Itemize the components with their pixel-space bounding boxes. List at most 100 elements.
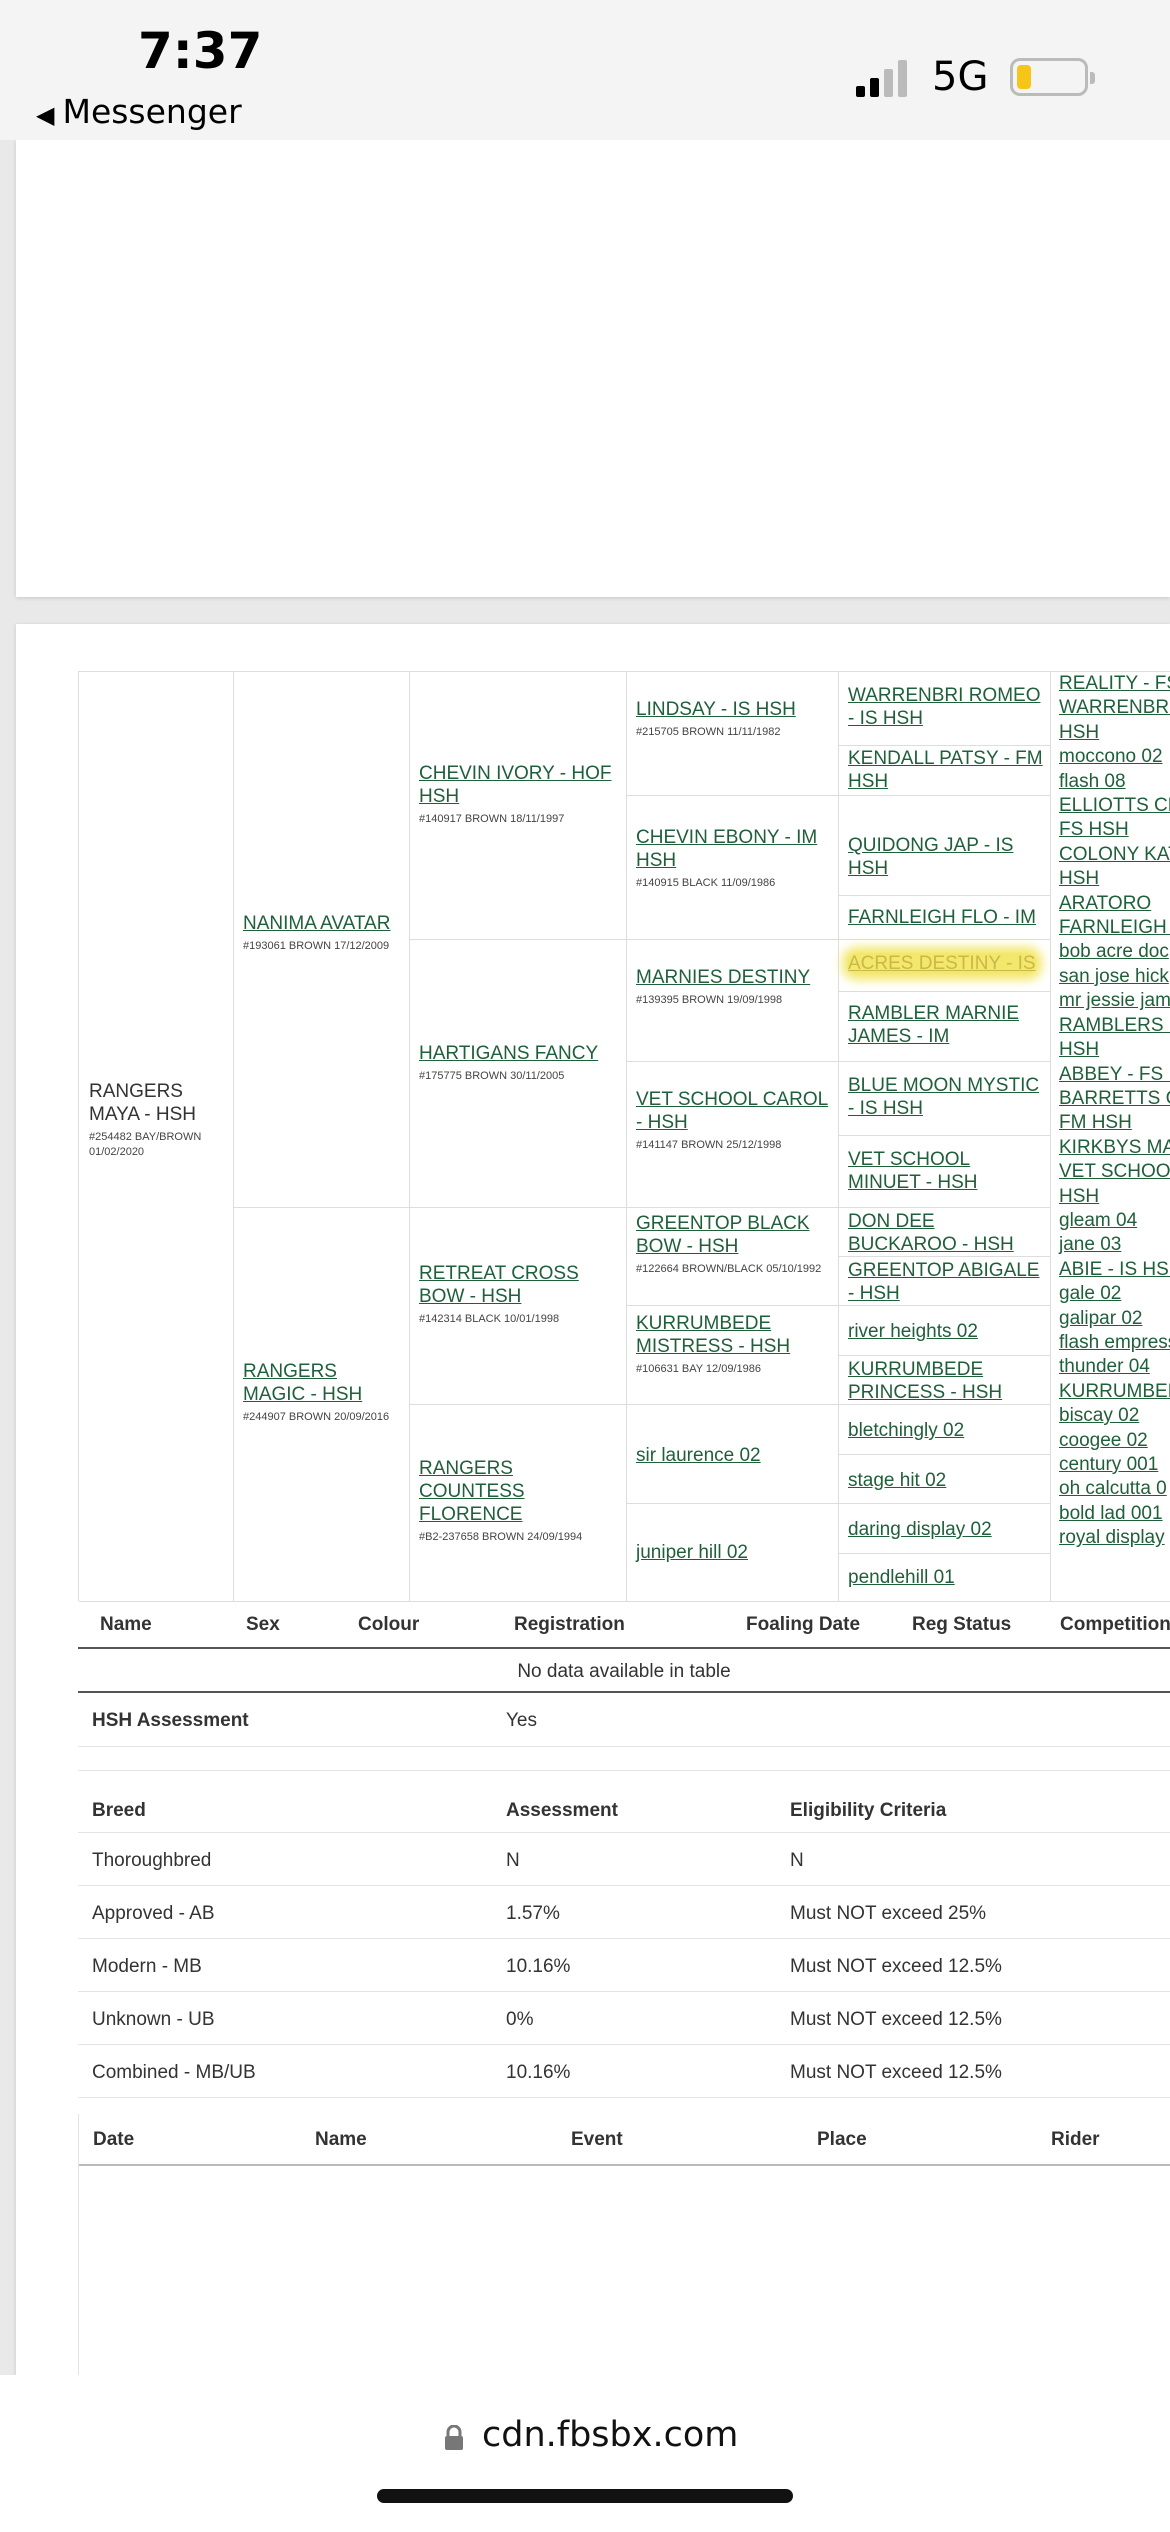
gen4-link[interactable]: QUIDONG JAP - IS HSH: [848, 835, 1014, 879]
url-text[interactable]: cdn.fbsbx.com: [482, 2415, 739, 2455]
gen5-link[interactable]: thunder 04: [1059, 1356, 1150, 1378]
pedigree-gen4-cell: VET SCHOOL MINUET - HSH: [839, 1136, 1051, 1208]
col-competition[interactable]: Competition: [1060, 1614, 1170, 1635]
gen4-link[interactable]: WARRENBRI ROMEO - IS HSH: [848, 685, 1041, 729]
battery-icon: [1010, 58, 1095, 96]
breed-name: Modern - MB: [92, 1956, 202, 1977]
pedigree-gen3-cell: LINDSAY - IS HSH #215705 BROWN 11/11/1982: [627, 672, 839, 796]
back-to-app-link[interactable]: ◀ Messenger: [36, 92, 242, 131]
gen4-link[interactable]: GREENTOP ABIGALE - HSH: [848, 1260, 1040, 1304]
gen5-link[interactable]: coogee 02: [1059, 1429, 1148, 1451]
gen5-link[interactable]: flash 08: [1059, 770, 1126, 792]
gen5-link[interactable]: HSH: [1059, 1185, 1100, 1207]
lock-icon: [445, 2425, 463, 2450]
gen4-link[interactable]: river heights 02: [848, 1321, 978, 1342]
gen5-link[interactable]: century 001: [1059, 1454, 1159, 1475]
subject-info: #254482 BAY/BROWN 01/02/2020: [89, 1131, 202, 1158]
col-result-name[interactable]: Name: [315, 2129, 367, 2150]
gen5-link[interactable]: moccono 02: [1059, 746, 1163, 768]
gen4-link[interactable]: DON DEE BUCKAROO - HSH: [848, 1211, 1014, 1255]
gen4-link[interactable]: KENDALL PATSY - FM HSH: [848, 748, 1043, 792]
gen5-link[interactable]: HSH: [1059, 1039, 1100, 1061]
gen4-link[interactable]: BLUE MOON MYSTIC - IS HSH: [848, 1075, 1040, 1119]
cellular-signal-icon: [856, 60, 907, 97]
gen2-link[interactable]: RETREAT CROSS BOW - HSH: [419, 1263, 579, 1307]
col-place[interactable]: Place: [817, 2129, 867, 2150]
col-event[interactable]: Event: [571, 2129, 623, 2150]
gen5-link[interactable]: FS HSH: [1059, 819, 1129, 841]
horse-details-panel: RANGERS MAYA - HSH #254482 BAY/BROWN 01/…: [16, 624, 1170, 2375]
gen2-link[interactable]: HARTIGANS FANCY: [419, 1043, 599, 1064]
col-sex[interactable]: Sex: [246, 1614, 280, 1635]
gen4-link-highlighted[interactable]: ACRES DESTINY - IS: [848, 953, 1036, 974]
col-date[interactable]: Date: [93, 2129, 135, 2150]
gen2-info: #142314 BLACK 10/01/1998: [419, 1313, 560, 1325]
status-time: 7:37: [138, 22, 263, 80]
gen5-link[interactable]: jane 03: [1059, 1234, 1122, 1256]
dam-link[interactable]: RANGERS MAGIC - HSH: [243, 1361, 363, 1405]
col-assessment: Assessment: [506, 1800, 618, 1821]
gen5-link[interactable]: gale 02: [1059, 1283, 1122, 1305]
browser-url-bar[interactable]: cdn.fbsbx.com: [0, 2375, 1170, 2532]
gen5-link[interactable]: VET SCHOOL: [1059, 1161, 1170, 1183]
gen3-link[interactable]: GREENTOP BLACK BOW - HSH: [636, 1213, 810, 1257]
col-rider[interactable]: Rider: [1051, 2129, 1100, 2150]
gen5-link[interactable]: bold lad 001: [1059, 1502, 1163, 1524]
col-colour[interactable]: Colour: [358, 1614, 420, 1635]
gen4-link[interactable]: KURRUMBEDE PRINCESS - HSH: [848, 1359, 1003, 1403]
gen5-link[interactable]: KURRUMBED: [1059, 1380, 1170, 1402]
gen2-link[interactable]: CHEVIN IVORY - HOF HSH: [419, 763, 612, 807]
gen4-link[interactable]: FARNLEIGH FLO - IM: [848, 907, 1036, 928]
gen5-link[interactable]: ABIE - IS HSH: [1059, 1258, 1170, 1280]
gen3-link[interactable]: LINDSAY - IS HSH: [636, 699, 796, 720]
sire-link[interactable]: NANIMA AVATAR: [243, 913, 391, 934]
gen5-link[interactable]: ELLIOTTS CRE: [1059, 795, 1170, 817]
breed-row: Combined - MB/UB 10.16% Must NOT exceed …: [78, 2045, 1170, 2098]
gen5-link[interactable]: ABBEY - FS H: [1059, 1063, 1170, 1085]
gen5-link[interactable]: BARRETTS CR: [1059, 1087, 1170, 1109]
gen3-link[interactable]: CHEVIN EBONY - IM HSH: [636, 827, 818, 871]
gen5-link[interactable]: FM HSH: [1059, 1112, 1132, 1134]
col-registration[interactable]: Registration: [514, 1614, 625, 1635]
col-foaling-date[interactable]: Foaling Date: [746, 1614, 861, 1635]
gen4-link[interactable]: daring display 02: [848, 1519, 992, 1540]
gen5-link[interactable]: flash empress: [1059, 1331, 1170, 1353]
pedigree-dam: RANGERS MAGIC - HSH #244907 BROWN 20/09/…: [234, 1208, 410, 1602]
gen5-link[interactable]: WARRENBRI: [1059, 697, 1170, 719]
home-indicator[interactable]: [377, 2489, 793, 2503]
gen5-link[interactable]: HSH: [1059, 868, 1100, 890]
gen5-link[interactable]: biscay 02: [1059, 1405, 1140, 1427]
gen3-link[interactable]: VET SCHOOL CAROL - HSH: [636, 1089, 829, 1133]
gen5-link[interactable]: HSH: [1059, 721, 1100, 743]
gen5-link[interactable]: royal display: [1059, 1527, 1165, 1549]
gen5-link[interactable]: bob acre doc: [1059, 941, 1169, 963]
gen2-link[interactable]: RANGERS COUNTESS FLORENCE: [419, 1458, 525, 1525]
gen5-link[interactable]: FARNLEIGH T: [1059, 917, 1170, 939]
gen5-link[interactable]: RAMBLERS M: [1059, 1014, 1170, 1036]
pedigree-gen4-cell: WARRENBRI ROMEO - IS HSH: [839, 672, 1051, 746]
gen5-link[interactable]: san jose hick: [1059, 965, 1169, 987]
gen5-link[interactable]: mr jessie jam: [1059, 990, 1170, 1012]
web-content[interactable]: RANGERS MAYA - HSH #254482 BAY/BROWN 01/…: [0, 140, 1170, 2375]
col-name[interactable]: Name: [100, 1614, 152, 1635]
gen5-link[interactable]: KIRKBYS MAJ: [1059, 1136, 1170, 1158]
gen4-link[interactable]: bletchingly 02: [848, 1420, 965, 1441]
status-bar: 7:37 ◀ Messenger 5G: [0, 0, 1170, 140]
gen4-link[interactable]: RAMBLER MARNIE JAMES - IM: [848, 1003, 1020, 1047]
gen5-link[interactable]: COLONY KAT: [1059, 843, 1170, 865]
gen3-link[interactable]: juniper hill 02: [636, 1542, 748, 1563]
gen5-link[interactable]: oh calcutta 0: [1059, 1478, 1167, 1500]
gen5-link[interactable]: ARATORO: [1059, 892, 1152, 914]
gen5-link[interactable]: gleam 04: [1059, 1209, 1138, 1231]
gen5-link[interactable]: REALITY - FS: [1059, 673, 1170, 694]
gen4-link[interactable]: stage hit 02: [848, 1470, 947, 1491]
gen3-link[interactable]: KURRUMBEDE MISTRESS - HSH: [636, 1313, 791, 1357]
gen4-link[interactable]: pendlehill 01: [848, 1567, 955, 1588]
gen5-link[interactable]: galipar 02: [1059, 1307, 1143, 1329]
pedigree-sire: NANIMA AVATAR #193061 BROWN 17/12/2009: [234, 672, 410, 1208]
back-triangle-icon: ◀: [36, 101, 55, 129]
col-reg-status[interactable]: Reg Status: [912, 1614, 1012, 1635]
gen3-link[interactable]: sir laurence 02: [636, 1445, 761, 1466]
gen3-link[interactable]: MARNIES DESTINY: [636, 967, 811, 988]
gen4-link[interactable]: VET SCHOOL MINUET - HSH: [848, 1149, 978, 1193]
